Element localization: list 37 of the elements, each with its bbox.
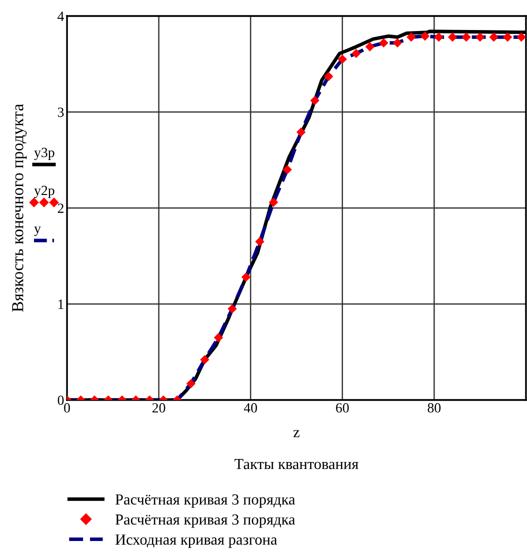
point [338,54,347,64]
y-axis-title: Вязкость конечного продукта [12,104,27,312]
point [352,48,361,58]
x-tick-label: 40 [244,403,257,413]
point [268,198,278,207]
y-tick-label: 2 [58,204,64,213]
y-tick-label: 1 [58,300,64,309]
x-tick-label: 60 [336,403,349,413]
point [310,96,320,106]
legend-label: Расчётная кривая 3 порядка [115,494,296,508]
text: y [34,226,41,236]
point [365,42,375,52]
point [448,32,458,42]
point [282,164,292,174]
point [406,32,416,42]
point [379,38,388,48]
y-tick-label: 3 [58,108,64,117]
point [324,72,334,82]
point [516,32,526,42]
point [502,32,512,42]
text: y3p [34,148,54,160]
point [296,128,306,137]
legend-label: Расчётная кривая 3 порядка [115,514,296,528]
x-tick-label: 20 [152,403,166,413]
text: z Такты квантования [234,430,358,470]
point [420,32,430,41]
point [392,38,402,48]
y-tick-label: 4 [58,12,64,21]
legend-label: Исходная кривая разгона [115,534,278,548]
point [489,32,498,42]
point [255,236,264,246]
point [434,32,444,42]
point [475,32,485,42]
text: y2p [34,186,54,198]
y-tick-label: 0 [58,396,64,405]
point [462,32,471,42]
x-tick-label: 80 [428,403,441,413]
